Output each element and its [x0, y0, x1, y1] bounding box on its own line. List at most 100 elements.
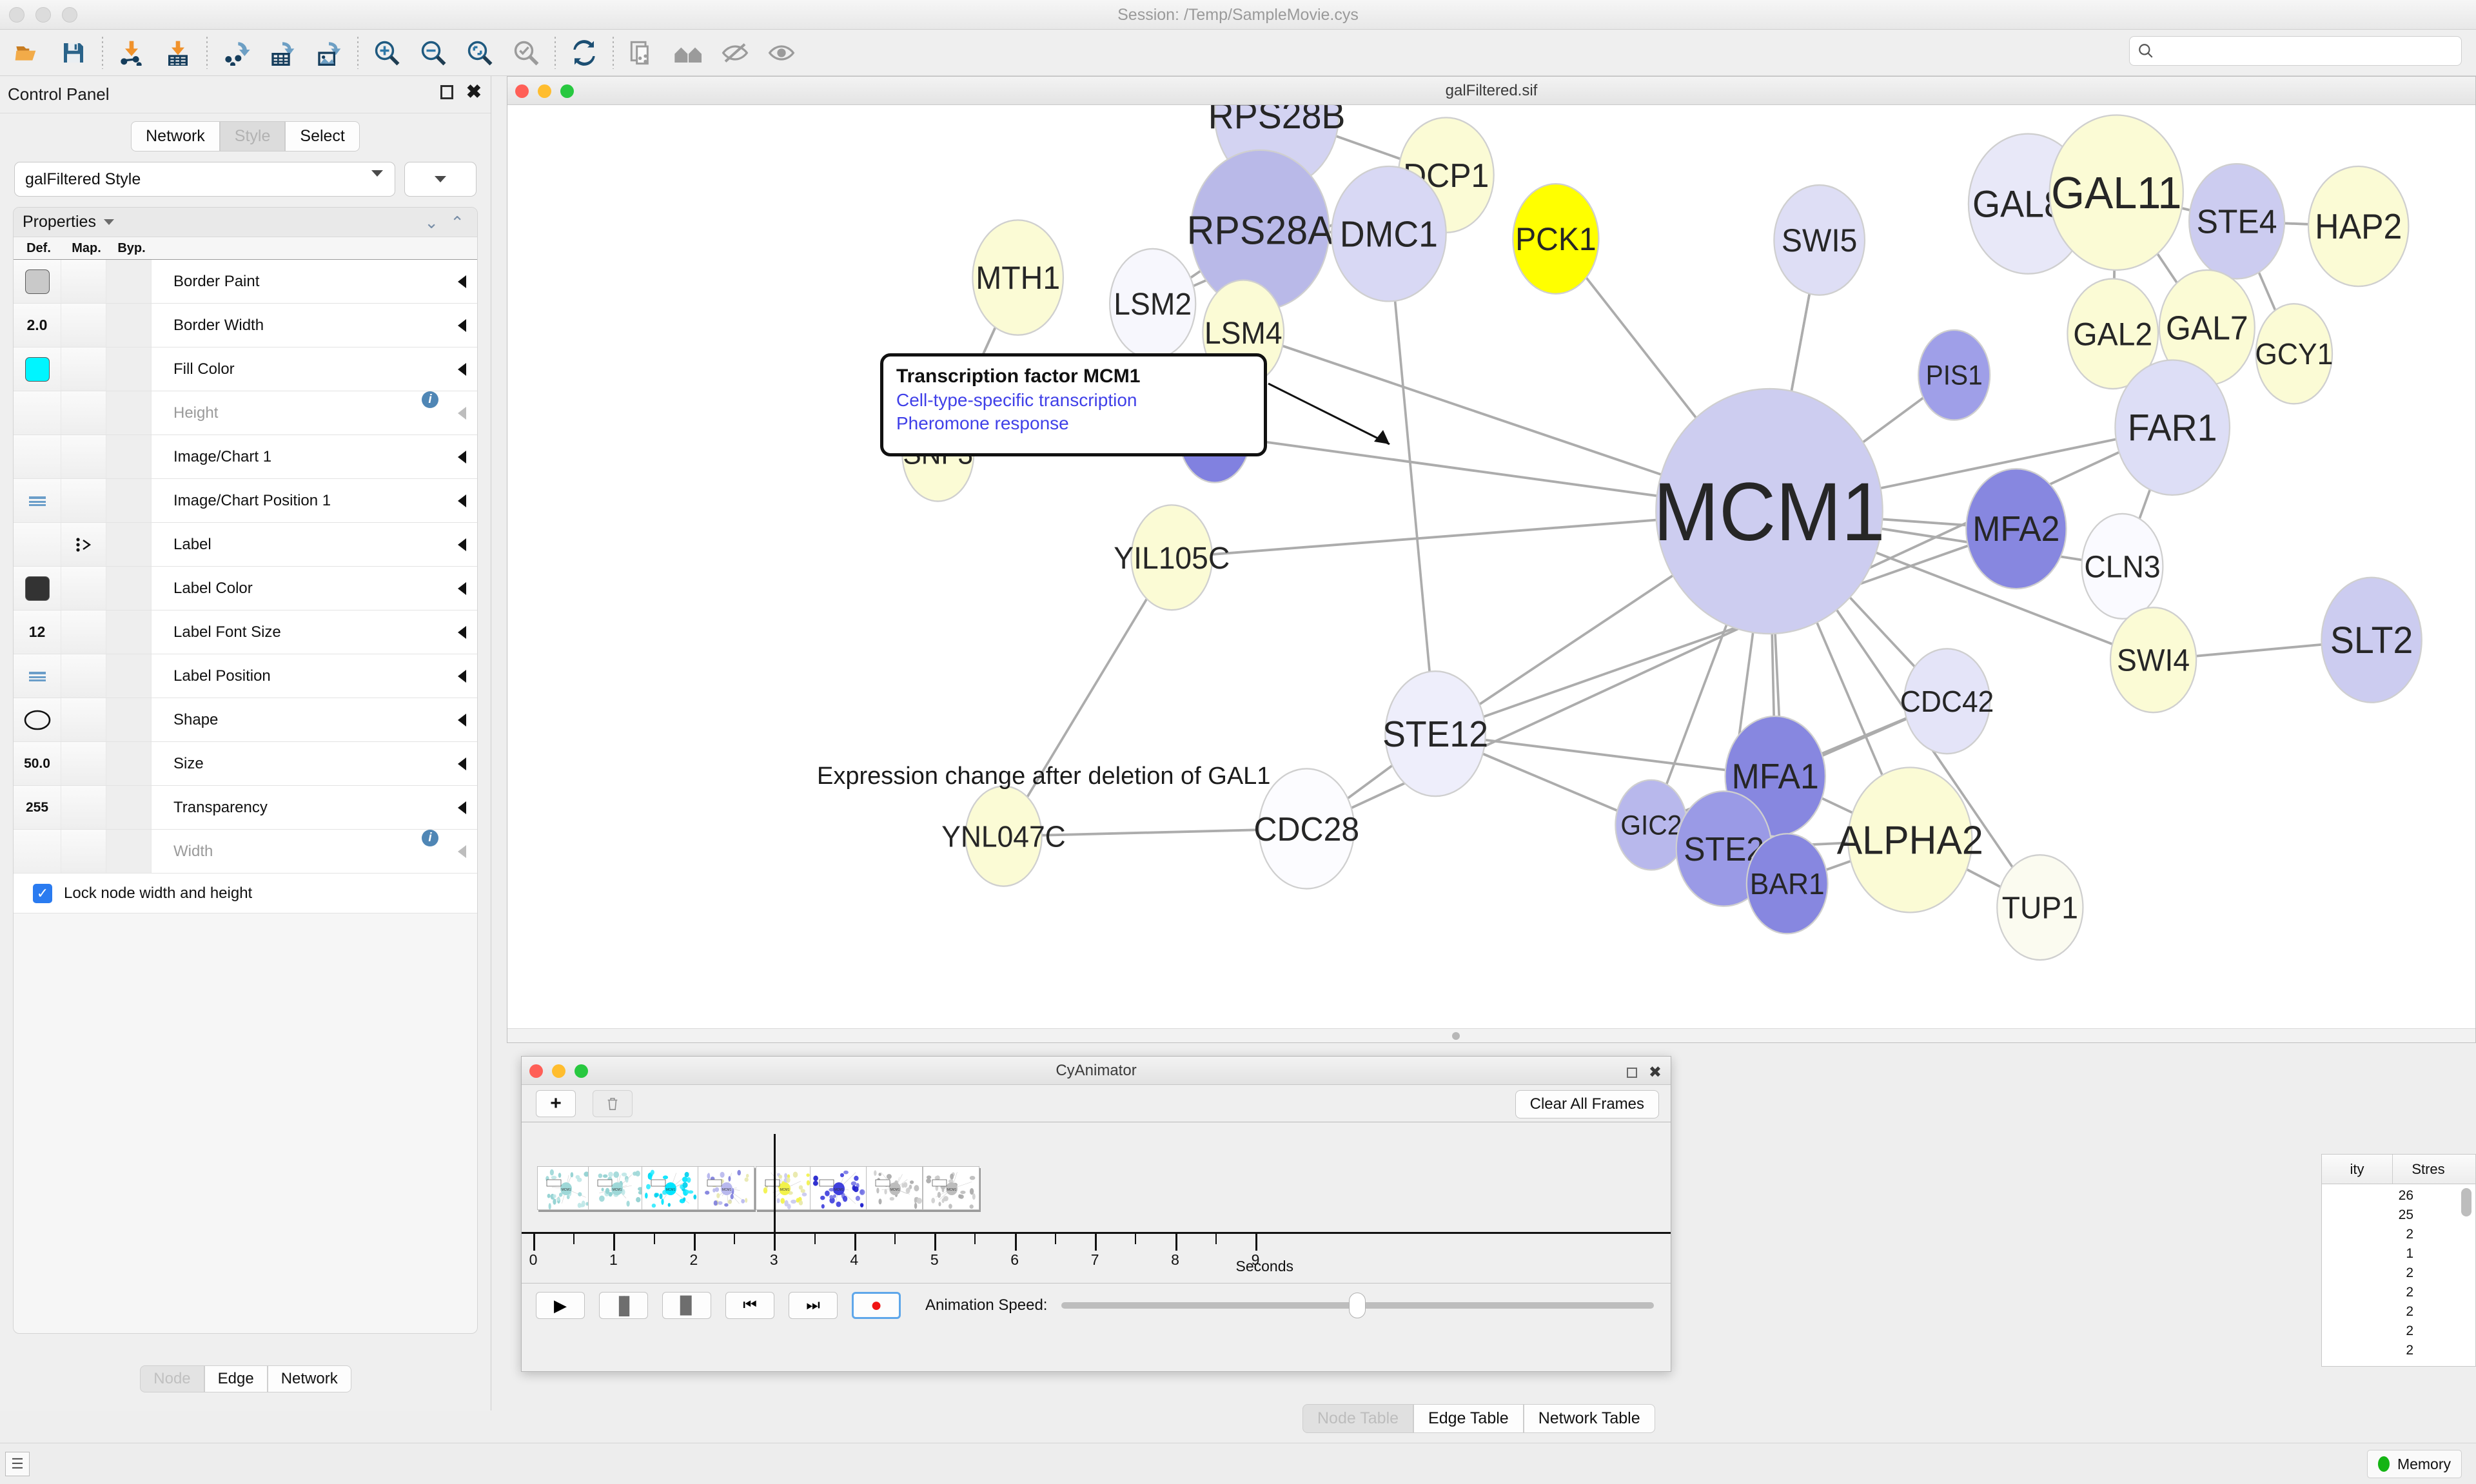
expand-property-arrow[interactable] [446, 567, 477, 610]
property-mapping-cell[interactable] [61, 610, 106, 654]
column-header-centrality[interactable]: ity [2322, 1155, 2393, 1184]
property-default-cell[interactable] [14, 654, 61, 698]
property-default-cell[interactable] [14, 435, 61, 478]
property-bypass-cell[interactable] [106, 610, 152, 654]
network-node[interactable]: STE4 [2189, 164, 2284, 278]
stop-button[interactable]: ▉ [662, 1292, 711, 1319]
network-node[interactable]: CLN3 [2082, 514, 2163, 619]
property-mapping-cell[interactable] [61, 567, 106, 610]
close-window-button[interactable] [529, 1064, 543, 1078]
property-bypass-cell[interactable] [106, 479, 152, 522]
network-node[interactable]: YNL047C [941, 786, 1065, 886]
table-row[interactable]: 26 [2322, 1188, 2475, 1207]
table-row[interactable]: 1 [2322, 1246, 2475, 1265]
property-default-cell[interactable]: 12 [14, 610, 61, 654]
property-row[interactable]: Height i [14, 391, 477, 435]
pause-button[interactable]: ▐▌ [599, 1292, 648, 1319]
tab-network[interactable]: Network [131, 121, 220, 151]
property-default-cell[interactable] [14, 567, 61, 610]
tab-network-table[interactable]: Network Table [1524, 1404, 1655, 1433]
property-mapping-cell[interactable] [61, 742, 106, 785]
property-row[interactable]: Border Paint [14, 260, 477, 304]
expand-property-arrow[interactable] [446, 654, 477, 698]
export-table-icon[interactable] [259, 32, 306, 74]
table-row[interactable]: 2 [2322, 1304, 2475, 1323]
search-input[interactable] [2129, 36, 2462, 66]
expand-property-arrow[interactable] [446, 742, 477, 785]
network-node[interactable]: ALPHA2 [1837, 767, 1983, 912]
color-swatch[interactable] [25, 357, 50, 382]
network-node[interactable]: HAP2 [2308, 166, 2408, 286]
property-bypass-cell[interactable] [106, 567, 152, 610]
delete-frame-button[interactable] [593, 1090, 633, 1117]
toggle-panels-icon[interactable]: ☰ [5, 1452, 30, 1476]
zoom-fit-icon[interactable] [457, 32, 503, 74]
export-image-icon[interactable] [306, 32, 352, 74]
property-bypass-cell[interactable] [106, 435, 152, 478]
network-node[interactable]: SWI4 [2110, 607, 2196, 712]
export-network-icon[interactable] [213, 32, 259, 74]
maximize-window-button[interactable] [560, 84, 574, 98]
info-icon[interactable]: i [422, 391, 438, 408]
table-row[interactable]: 2 [2322, 1323, 2475, 1343]
tab-edge-table[interactable]: Edge Table [1413, 1404, 1524, 1433]
play-button[interactable]: ▶ [536, 1292, 585, 1319]
close-icon[interactable]: ✖ [1649, 1063, 1662, 1082]
network-node[interactable]: STE12 [1382, 671, 1488, 796]
lock-node-size-row[interactable]: ✓ Lock node width and height [14, 874, 477, 913]
property-bypass-cell[interactable] [106, 830, 152, 873]
network-node[interactable]: BAR1 [1747, 834, 1828, 933]
property-row[interactable]: Fill Color [14, 347, 477, 391]
expand-property-arrow[interactable] [446, 830, 477, 873]
property-row[interactable]: 50.0 Size [14, 742, 477, 786]
property-bypass-cell[interactable] [106, 347, 152, 391]
network-edge[interactable] [1389, 234, 1435, 734]
timeline-track[interactable]: MCM1 MCM1 MCM1 MCM1 MCM1 MCM1 MCM1 MCM1 0123456… [522, 1122, 1671, 1284]
lock-checkbox[interactable]: ✓ [33, 884, 52, 903]
timeline-frame[interactable]: MCM1 [810, 1166, 867, 1210]
style-options-menu-button[interactable] [404, 162, 477, 197]
table-row[interactable]: 2 [2322, 1343, 2475, 1362]
timeline-frame[interactable]: MCM1 [866, 1166, 923, 1210]
timeline-frame[interactable]: MCM1 [642, 1166, 698, 1210]
property-bypass-cell[interactable] [106, 786, 152, 829]
maximize-window-button[interactable] [575, 1064, 588, 1078]
network-node[interactable]: DMC1 [1331, 166, 1446, 301]
tab-node[interactable]: Node [140, 1365, 204, 1392]
property-mapping-cell[interactable] [61, 479, 106, 522]
network-graph[interactable]: RPS28BDCP1RPS28A DMC1 PCK1 SWI5GAL80GAL11ST… [507, 105, 2475, 1042]
property-row[interactable]: 2.0 Border Width [14, 304, 477, 347]
float-panel-icon[interactable] [440, 85, 453, 99]
open-folder-icon[interactable] [4, 32, 50, 74]
property-mapping-cell[interactable] [61, 830, 106, 873]
canvas-horizontal-scrollbar[interactable] [507, 1028, 2475, 1042]
minimize-window-button[interactable] [552, 1064, 565, 1078]
collapse-all-icon[interactable]: ⌃ [450, 213, 464, 233]
expand-property-arrow[interactable] [446, 347, 477, 391]
property-row[interactable]: Label Position [14, 654, 477, 698]
info-icon[interactable]: i [422, 830, 438, 846]
timeline-frame[interactable]: MCM1 [756, 1166, 812, 1210]
copy-network-icon[interactable] [619, 32, 665, 74]
property-mapping-cell[interactable] [61, 347, 106, 391]
close-window-button[interactable] [515, 84, 529, 98]
property-default-cell[interactable]: 255 [14, 786, 61, 829]
minimize-window-button[interactable] [538, 84, 551, 98]
expand-property-arrow[interactable] [446, 479, 477, 522]
refresh-icon[interactable] [561, 32, 607, 74]
network-node[interactable]: PCK1 [1513, 184, 1598, 294]
show-icon[interactable] [758, 32, 805, 74]
table-row[interactable]: 2 [2322, 1265, 2475, 1285]
slider-knob[interactable] [1349, 1293, 1366, 1318]
property-row[interactable]: Image/Chart Position 1 [14, 479, 477, 523]
style-select[interactable]: galFiltered Style [14, 162, 395, 197]
clear-all-frames-button[interactable]: Clear All Frames [1515, 1090, 1659, 1118]
network-node[interactable]: SWI5 [1774, 185, 1865, 295]
next-frame-button[interactable]: ⏭ [789, 1292, 838, 1319]
close-icon[interactable]: ✖ [466, 85, 482, 99]
property-bypass-cell[interactable] [106, 654, 152, 698]
import-table-icon[interactable] [155, 32, 201, 74]
import-network-icon[interactable] [108, 32, 155, 74]
expand-property-arrow[interactable] [446, 435, 477, 478]
network-node[interactable]: MFA2 [1966, 469, 2066, 589]
